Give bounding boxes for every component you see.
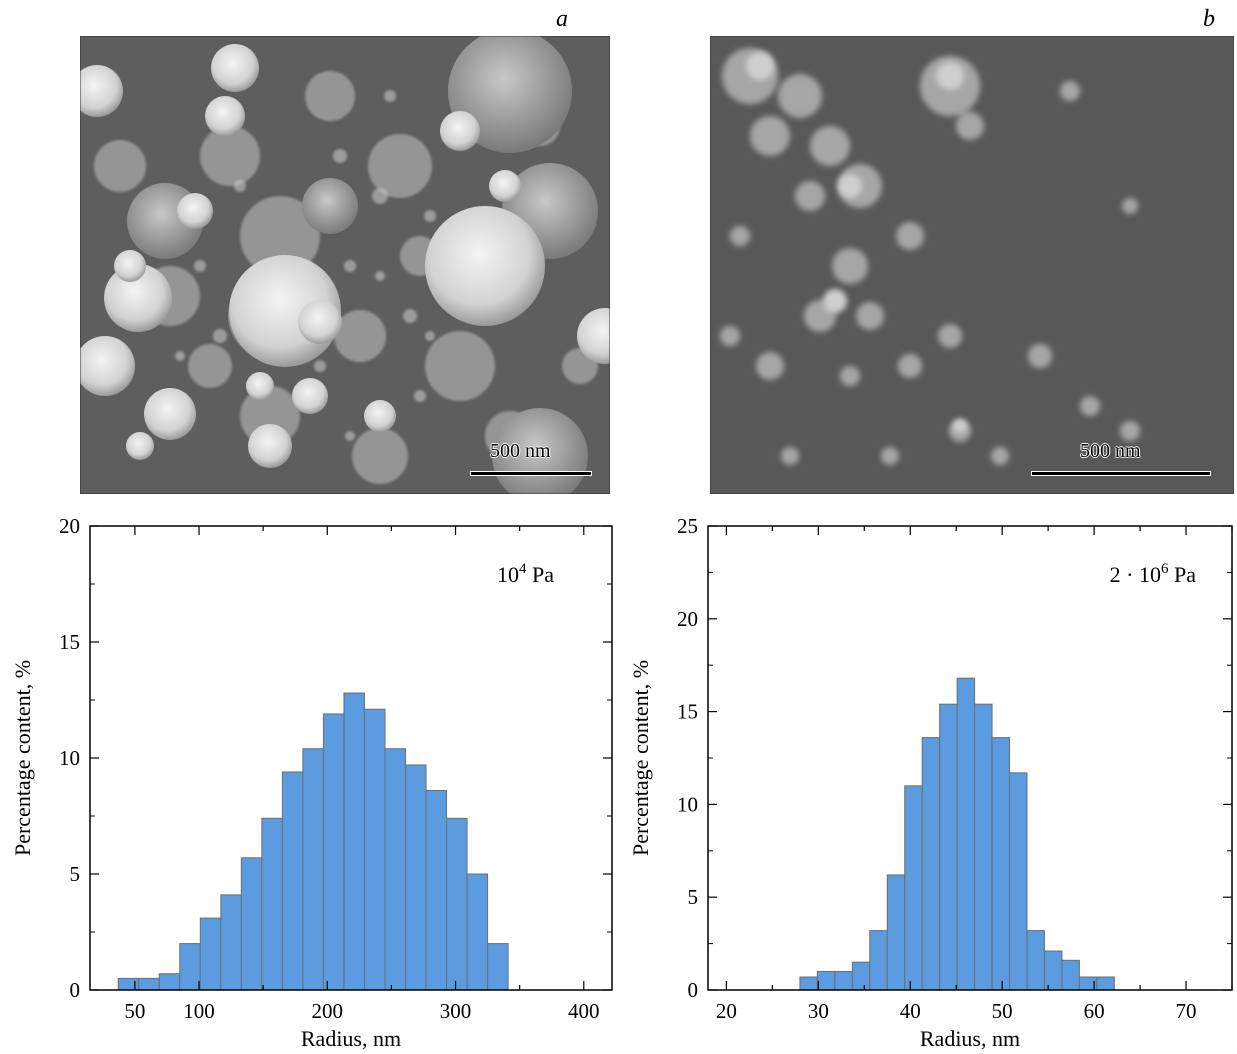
bar <box>240 857 263 991</box>
bar <box>179 943 201 991</box>
bar <box>956 677 976 991</box>
bar <box>974 703 993 991</box>
bar <box>405 764 427 991</box>
x-tick-label: 300 <box>440 999 472 1023</box>
x-tick-label: 40 <box>900 999 921 1023</box>
scale-label-a: 500 nm <box>490 440 551 462</box>
scale-bar-b <box>1032 472 1210 475</box>
y-tick-label: 10 <box>59 746 80 770</box>
x-tick-label: 50 <box>992 999 1013 1023</box>
y-tick-label: 20 <box>59 514 80 538</box>
y-tick-label: 10 <box>677 792 698 816</box>
scale-label-b: 500 nm <box>1080 440 1141 462</box>
y-tick-label: 5 <box>70 862 81 886</box>
bar <box>991 737 1011 991</box>
bar <box>425 789 448 991</box>
bar <box>886 874 906 991</box>
x-tick-label: 70 <box>1176 999 1197 1023</box>
x-tick-label: 200 <box>312 999 344 1023</box>
histogram-a: 0 5 10 15 20 50 100 200 300 400 Radius, nm Percenta… <box>10 514 613 1051</box>
bar <box>281 771 304 991</box>
bar <box>1026 930 1045 991</box>
x-tick-label: 20 <box>716 999 737 1023</box>
micrograph-b-image <box>710 36 1234 494</box>
bar <box>869 930 888 991</box>
x-axis-label: Radius, nm <box>301 1026 401 1051</box>
bar <box>138 977 160 991</box>
y-axis-label: Percentage content, % <box>628 660 653 856</box>
bar <box>904 785 923 991</box>
y-tick-label: 15 <box>59 630 80 654</box>
bar <box>158 973 181 991</box>
scale-bar-a <box>471 472 591 475</box>
pressure-annotation: 104 Pa <box>497 561 554 587</box>
bar <box>921 737 941 991</box>
bar <box>261 817 283 991</box>
y-axis-label: Percentage content, % <box>10 660 35 856</box>
bar <box>220 894 242 991</box>
histogram-b: 0 5 10 15 20 25 20 30 40 50 60 70 Radius, nm Percenta… <box>628 514 1233 1051</box>
y-tick-label: 25 <box>677 514 698 538</box>
bar <box>1009 772 1028 991</box>
x-tick-label: 400 <box>568 999 600 1023</box>
panel-letter-a: a <box>556 6 568 32</box>
x-tick-label: 50 <box>124 999 145 1023</box>
bar <box>466 873 489 991</box>
bar <box>322 713 345 991</box>
bar <box>834 970 853 991</box>
y-tick-label: 0 <box>688 978 699 1002</box>
x-tick-label: 30 <box>808 999 829 1023</box>
bar <box>343 692 365 991</box>
bar <box>1061 959 1080 991</box>
micrograph-a-image <box>80 36 610 494</box>
bar <box>939 703 958 991</box>
bar <box>199 917 222 991</box>
panel-letter-b: b <box>1203 6 1215 32</box>
y-tick-label: 20 <box>677 607 698 631</box>
x-axis-label: Radius, nm <box>920 1026 1020 1051</box>
x-tick-label: 100 <box>183 999 215 1023</box>
micrograph-b <box>710 36 1234 494</box>
bar <box>363 708 386 991</box>
bar <box>384 748 407 991</box>
pressure-annotation: 2 · 106 Pa <box>1110 561 1197 587</box>
bar <box>1043 950 1063 991</box>
bar <box>816 970 836 991</box>
bar <box>487 943 509 991</box>
y-tick-label: 5 <box>688 885 699 909</box>
bar <box>851 961 871 991</box>
bar <box>799 976 818 991</box>
bar <box>302 748 324 991</box>
bar <box>446 817 468 991</box>
y-tick-label: 0 <box>70 978 81 1002</box>
bar <box>1096 976 1115 991</box>
micrograph-a <box>80 36 610 494</box>
x-tick-label: 60 <box>1084 999 1105 1023</box>
bar <box>117 977 140 991</box>
y-tick-label: 15 <box>677 700 698 724</box>
